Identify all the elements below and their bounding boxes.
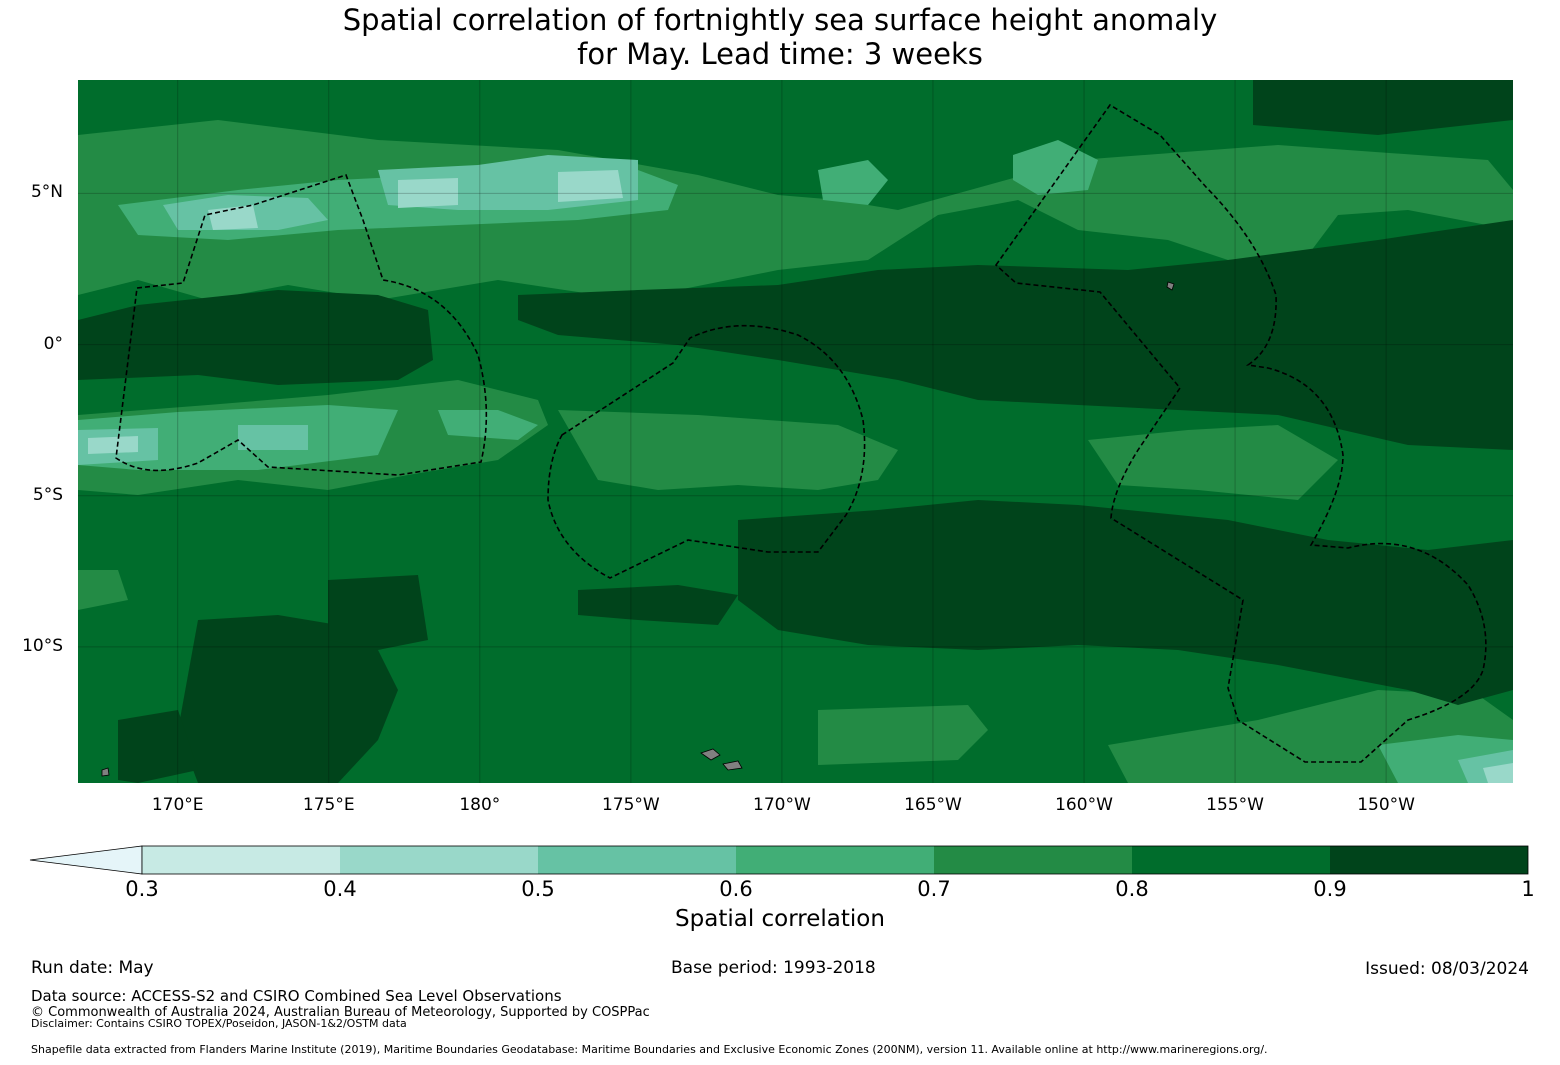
chart-title-line-2: for May. Lead time: 3 weeks [577, 37, 983, 71]
north-band-west [78, 120, 1513, 300]
colorbar-tick-label: 0.8 [1115, 877, 1149, 901]
longitude-tick-label: 175°E [302, 795, 355, 815]
longitude-tick-label: 175°W [601, 795, 660, 815]
latitude-tick-label: 5°N [30, 182, 63, 203]
longitude-tick-label: 155°W [1206, 795, 1264, 815]
samoa-island-savaii [722, 760, 743, 771]
land-islands [101, 281, 1175, 777]
map-gridlines [78, 80, 1513, 783]
north-east-patch [1013, 140, 1098, 195]
north-peak-core-b [398, 178, 458, 208]
southwest-patch [78, 570, 128, 610]
equatorial-band-west [78, 290, 433, 385]
colorbar-frame [141, 845, 1529, 875]
colorbar-tick-label: 0.4 [323, 877, 357, 901]
latitude-tick-label: 5°S [32, 484, 63, 505]
longitude-tick-label: 170°W [753, 795, 811, 815]
longitude-tick-label: 165°W [904, 795, 962, 815]
colorbar-segment [538, 846, 736, 874]
colorbar-tick-label: 1 [1521, 877, 1535, 901]
small-island-east [1166, 281, 1175, 291]
south-center-patch [818, 705, 988, 765]
corr-zone-0.9-1 [78, 80, 1513, 783]
issued-date-text: Issued: 08/03/2024 [1365, 959, 1529, 979]
correlation-map [78, 80, 1513, 783]
colorbar-tick-label: 0.6 [719, 877, 753, 901]
colorbar-tick-label: 0.5 [521, 877, 555, 901]
east-south-patch [1088, 425, 1338, 500]
north-east-corner [1253, 80, 1513, 135]
colorbar-tick-label: 0.3 [125, 877, 159, 901]
equatorial-band-east [518, 220, 1513, 450]
colorbar-segment [1330, 846, 1528, 874]
southwest-corner-patch [118, 710, 198, 783]
north-peak-core-a [208, 205, 258, 230]
shapefile-credit-text: Shapefile data extracted from Flanders M… [31, 1043, 1268, 1056]
colorbar-tick-label: 0.9 [1313, 877, 1347, 901]
south-west-block-2 [328, 575, 428, 650]
colorbar-label: Spatial correlation [675, 906, 885, 932]
longitude-tick-label: 180° [459, 795, 501, 815]
eez-boundary-tokelau [547, 324, 866, 579]
colorbar-tick-label: 0.7 [917, 877, 951, 901]
south-central-band [738, 500, 1513, 705]
colorbar-segment [142, 846, 340, 874]
small-island-sw [101, 767, 110, 777]
colorbar-segment [340, 846, 538, 874]
corr-zone-0.4-0.5 [88, 170, 1513, 783]
south-peak-mid [238, 425, 308, 450]
north-center-patch [818, 160, 888, 205]
samoa-island-upolu [700, 748, 721, 761]
longitude-tick-label: 160°W [1055, 795, 1113, 815]
copyright-text: © Commonwealth of Australia 2024, Austra… [31, 1005, 650, 1020]
north-peak-core-c [558, 170, 623, 202]
colorbar [29, 845, 1529, 875]
eez-boundary-phoenix-line-islands [994, 103, 1487, 763]
colorbar-segment [1132, 846, 1330, 874]
colorbar-extend-min-triangle [29, 845, 143, 875]
south-mid-strip [578, 585, 738, 625]
south-mid-patch [438, 410, 538, 440]
data-source-text: Data source: ACCESS-S2 and CSIRO Combine… [31, 987, 562, 1005]
colorbar-segment [934, 846, 1132, 874]
colorbar-segment [736, 846, 934, 874]
south-peak-core [88, 436, 138, 454]
latitude-tick-label: 0° [43, 333, 63, 354]
longitude-tick-label: 170°E [151, 795, 204, 815]
disclaimer-text: Disclaimer: Contains CSIRO TOPEX/Poseido… [31, 1017, 407, 1030]
latitude-tick-label: 10°S [22, 635, 63, 656]
base-period-text: Base period: 1993-2018 [671, 958, 876, 978]
chart-title-line-1: Spatial correlation of fortnightly sea s… [342, 3, 1218, 37]
eez-boundaries [115, 103, 1487, 763]
center-south-patch [558, 410, 898, 490]
run-date-text: Run date: May [31, 958, 154, 978]
eez-boundary-tuvalu [115, 174, 488, 476]
south-west-block [178, 615, 398, 783]
longitude-tick-label: 150°W [1357, 795, 1415, 815]
southeast-peak-core [1483, 763, 1513, 783]
